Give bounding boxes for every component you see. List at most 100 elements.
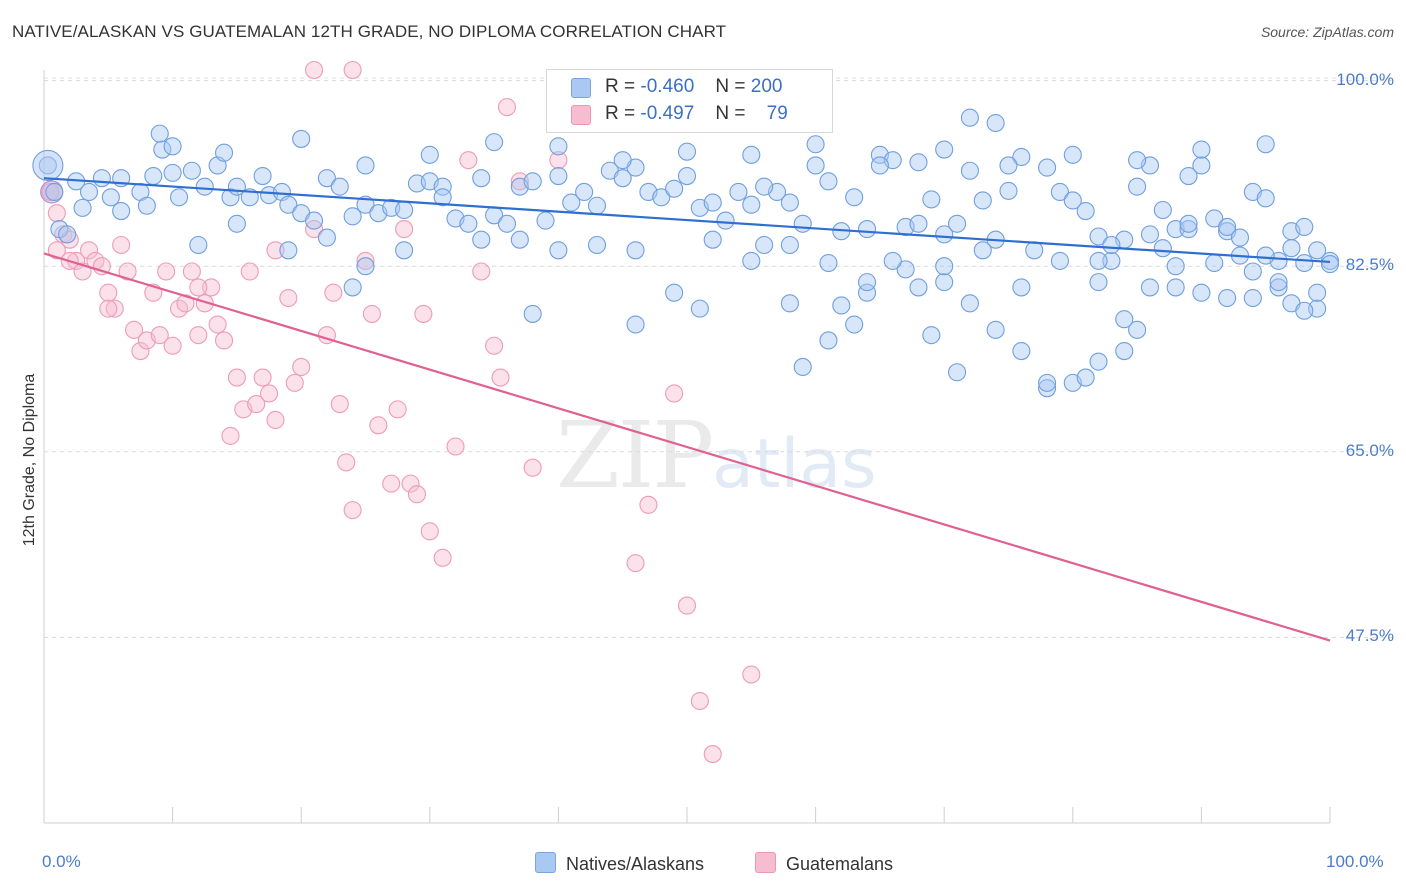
native-point-102 bbox=[1295, 217, 1314, 237]
native-point-171 bbox=[999, 156, 1018, 175]
guatemalan-point-10 bbox=[105, 299, 124, 318]
guatemalan-point-13 bbox=[124, 320, 144, 339]
native-point-197 bbox=[1179, 220, 1198, 239]
guatemalan-point-69 bbox=[690, 691, 709, 711]
native-point-157 bbox=[150, 124, 169, 143]
native-point-203 bbox=[755, 177, 774, 196]
chart-title: NATIVE/ALASKAN VS GUATEMALAN 12TH GRADE,… bbox=[12, 22, 727, 41]
guatemalan-point-57 bbox=[459, 151, 478, 170]
native-point-46 bbox=[575, 182, 594, 202]
watermark: ZIPatlas bbox=[556, 402, 877, 509]
guatemalan-point-27 bbox=[214, 331, 234, 350]
native-point-162 bbox=[420, 145, 439, 164]
guatemalan-point-23 bbox=[189, 326, 208, 345]
native-point-189 bbox=[1038, 373, 1057, 392]
native-point-1 bbox=[45, 182, 64, 202]
native-point-20 bbox=[253, 167, 272, 186]
native-point-121 bbox=[703, 230, 722, 249]
guatemalan-point-62 bbox=[510, 172, 529, 191]
native-point-181 bbox=[523, 304, 542, 323]
guatemalan-point-45 bbox=[356, 251, 375, 270]
native-point-172 bbox=[1063, 145, 1082, 164]
native-point-112 bbox=[356, 257, 375, 276]
native-point-166 bbox=[677, 142, 697, 161]
native-point-180 bbox=[343, 278, 362, 297]
guatemalan-point-58 bbox=[472, 262, 491, 281]
native-point-182 bbox=[626, 315, 645, 334]
native-point-205 bbox=[909, 214, 928, 233]
native-point-151 bbox=[1166, 257, 1185, 276]
native-point-139 bbox=[857, 273, 877, 292]
native-point-167 bbox=[742, 145, 761, 164]
native-point-87 bbox=[1102, 251, 1121, 270]
native-point-183 bbox=[690, 299, 709, 318]
guatemalan-point-59 bbox=[485, 336, 504, 355]
native-point-206 bbox=[1179, 214, 1198, 233]
guatemalan-point-26 bbox=[208, 315, 227, 334]
guatemalan-point-56 bbox=[446, 437, 465, 456]
native-point-27 bbox=[330, 177, 349, 196]
native-point-111 bbox=[317, 228, 336, 247]
native-point-86 bbox=[1089, 227, 1108, 246]
native-point-38 bbox=[472, 169, 491, 188]
guatemalan-point-64 bbox=[549, 151, 568, 170]
native-point-129 bbox=[1012, 278, 1031, 297]
native-point-115 bbox=[472, 230, 491, 249]
native-point-35 bbox=[433, 177, 452, 196]
y-tick-label-1: 65.0% bbox=[1345, 440, 1394, 460]
native-point-198 bbox=[1218, 217, 1237, 237]
native-point-28 bbox=[343, 207, 362, 226]
legend-text-guatemalans: R = -0.497 N = 79 bbox=[605, 103, 788, 125]
guatemalan-point-18 bbox=[157, 262, 176, 281]
guatemalan-point-52 bbox=[407, 485, 426, 504]
gridlines bbox=[44, 77, 1394, 638]
guatemalan-point-1 bbox=[47, 204, 66, 223]
native-point-114 bbox=[433, 188, 452, 207]
guatemalan-point-29 bbox=[227, 368, 246, 387]
native-point-126 bbox=[896, 260, 915, 279]
native-point-127 bbox=[935, 273, 954, 292]
native-point-103 bbox=[1308, 241, 1327, 260]
y-tick-label-3: 100.0% bbox=[1336, 69, 1394, 89]
native-point-190 bbox=[1076, 368, 1095, 387]
native-point-185 bbox=[819, 331, 838, 350]
native-point-134 bbox=[1205, 253, 1224, 273]
natives-alaskans-points bbox=[32, 108, 1340, 398]
native-point-173 bbox=[1128, 151, 1147, 170]
native-point-196 bbox=[1140, 225, 1160, 244]
native-point-117 bbox=[549, 241, 568, 260]
native-point-62 bbox=[780, 193, 799, 212]
native-point-85 bbox=[1076, 202, 1095, 221]
legend-r-value-natives: -0.460 bbox=[640, 76, 695, 97]
watermark-zip: ZIP bbox=[556, 402, 714, 509]
guatemalan-point-55 bbox=[433, 548, 452, 567]
native-point-95 bbox=[1205, 209, 1224, 228]
native-point-160 bbox=[292, 129, 311, 148]
guatemalan-point-34 bbox=[259, 384, 279, 403]
native-point-192 bbox=[1269, 273, 1288, 292]
native-point-11 bbox=[153, 140, 172, 159]
y-tick-label-2: 82.5% bbox=[1345, 255, 1394, 275]
guatemalan-point-42 bbox=[330, 395, 349, 414]
guatemalan-point-53 bbox=[414, 304, 433, 323]
native-point-168 bbox=[806, 135, 825, 154]
guatemalan-point-63 bbox=[523, 458, 542, 477]
bottom-legend-guatemalans: Guatemalans bbox=[755, 852, 893, 875]
native-point-161 bbox=[356, 156, 375, 175]
guatemalan-point-9 bbox=[99, 283, 118, 302]
native-point-132 bbox=[1128, 320, 1147, 339]
native-point-6 bbox=[92, 169, 111, 188]
native-point-109 bbox=[227, 214, 246, 233]
native-point-72 bbox=[909, 153, 928, 172]
guatemalans-points bbox=[40, 60, 761, 764]
guatemalan-point-49 bbox=[388, 400, 407, 419]
guatemalan-point-37 bbox=[285, 373, 304, 392]
native-point-12 bbox=[163, 163, 182, 182]
native-point-10 bbox=[144, 167, 163, 186]
native-point-15 bbox=[195, 177, 214, 196]
native-point-146 bbox=[1038, 379, 1057, 398]
native-point-49 bbox=[613, 169, 632, 188]
native-point-164 bbox=[549, 137, 568, 156]
legend-n-value-natives: 200 bbox=[750, 76, 783, 97]
